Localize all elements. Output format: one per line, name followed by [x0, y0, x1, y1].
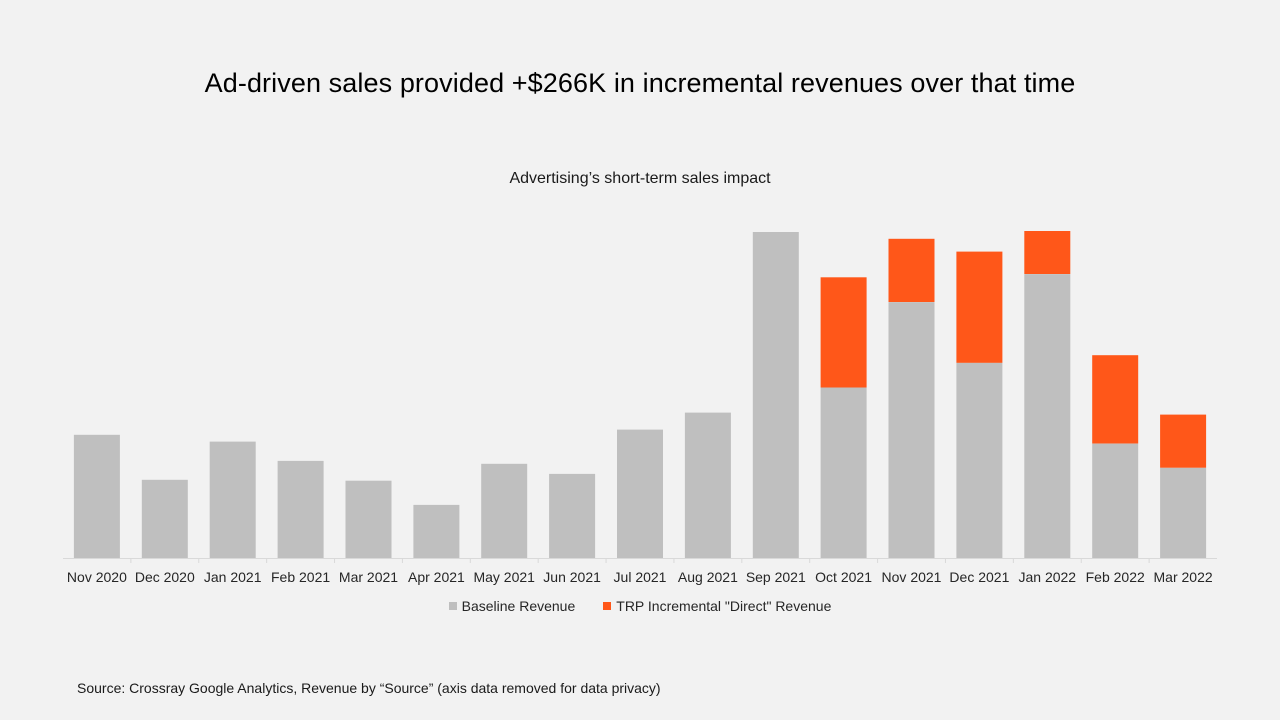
x-tick-label: Jun 2021 — [543, 569, 601, 585]
x-tick-label: Sep 2021 — [746, 569, 806, 585]
bar-baseline — [345, 480, 392, 558]
bar-baseline — [73, 434, 120, 558]
legend-item-incremental: TRP Incremental "Direct" Revenue — [603, 598, 831, 614]
chart-legend: Baseline Revenue TRP Incremental "Direct… — [0, 598, 1280, 614]
source-note: Source: Crossray Google Analytics, Reven… — [77, 680, 661, 696]
x-tick-label: Apr 2021 — [408, 569, 465, 585]
x-tick-label: Jan 2022 — [1018, 569, 1076, 585]
bar-baseline — [141, 479, 188, 558]
bar-baseline — [209, 441, 256, 558]
chart-title: Advertising’s short-term sales impact — [509, 170, 771, 187]
bar-incremental — [1160, 414, 1207, 468]
bar-baseline — [888, 302, 935, 558]
bar-incremental — [1024, 231, 1071, 274]
x-tick-label: Oct 2021 — [815, 569, 872, 585]
bar-baseline — [549, 473, 596, 558]
bar-baseline — [684, 412, 731, 558]
legend-item-baseline: Baseline Revenue — [448, 598, 576, 614]
bar-baseline — [617, 429, 663, 558]
x-tick-label: May 2021 — [473, 569, 535, 585]
bar-baseline — [956, 362, 1003, 558]
bar-baseline — [277, 460, 324, 558]
stacked-bar-chart: Nov 2020 Dec 2020 Jan 2021 Feb 2021 Mar 2021… — [63, 231, 1217, 585]
bar-incremental — [1092, 355, 1139, 444]
legend-label-baseline: Baseline Revenue — [461, 598, 576, 614]
bar-baseline — [413, 504, 460, 558]
legend-swatch-baseline — [448, 602, 457, 610]
x-tick-label: Feb 2022 — [1086, 569, 1145, 585]
bar-baseline — [1160, 467, 1207, 558]
legend-label-incremental: TRP Incremental "Direct" Revenue — [616, 598, 832, 614]
x-tick-label: Nov 2020 — [67, 569, 127, 585]
x-tick-label: Jul 2021 — [614, 569, 667, 585]
x-tick-label: Jan 2021 — [204, 569, 262, 585]
bar-baseline — [752, 232, 799, 558]
bar-baseline — [481, 463, 528, 558]
x-tick-label: Feb 2021 — [271, 569, 330, 585]
x-tick-label: Mar 2022 — [1154, 569, 1213, 585]
page-title: Ad-driven sales provided +$266K in incre… — [204, 68, 1076, 98]
x-tick-label: Dec 2021 — [949, 569, 1009, 585]
bar-incremental — [820, 277, 867, 388]
x-tick-label: Dec 2020 — [135, 569, 195, 585]
legend-swatch-incremental — [603, 602, 612, 610]
bar-baseline — [1092, 443, 1139, 558]
x-tick-label: Aug 2021 — [678, 569, 738, 585]
bar-baseline — [1024, 274, 1071, 558]
x-tick-label: Mar 2021 — [339, 569, 398, 585]
x-tick-label: Nov 2021 — [882, 569, 942, 585]
bar-incremental — [956, 251, 1003, 363]
bar-baseline — [820, 387, 867, 558]
bar-incremental — [888, 238, 935, 302]
